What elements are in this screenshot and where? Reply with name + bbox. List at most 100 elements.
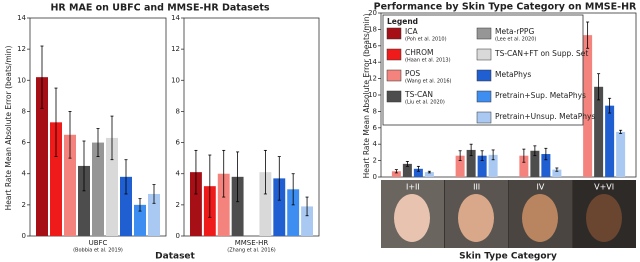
y-tick-label: 12 <box>368 75 377 83</box>
legend-citation: (Liu et al. 2020) <box>405 100 445 106</box>
legend-label: ICA <box>405 27 418 36</box>
bar <box>594 86 604 177</box>
bar <box>488 154 498 177</box>
y-tick-label: 14 <box>17 14 26 22</box>
legend-swatch <box>386 69 402 82</box>
bar <box>424 172 434 177</box>
y-tick-label: 20 <box>368 9 377 17</box>
y-tick-label: 4 <box>373 140 378 148</box>
legend-citation: (Poh et al. 2010) <box>405 37 447 43</box>
legend-label: TS-CAN <box>404 90 433 99</box>
legend-citation: (Lee et al. 2020) <box>495 37 536 43</box>
bar <box>190 172 202 236</box>
x-axis-label: Skin Type Category <box>459 252 557 262</box>
bar <box>217 173 230 236</box>
legend-swatch <box>476 111 492 124</box>
bar <box>78 165 90 236</box>
x-tick-label: III <box>473 183 480 192</box>
y-tick-label: 8 <box>373 107 377 115</box>
bar <box>301 206 313 236</box>
y-tick-label: 18 <box>368 25 377 33</box>
legend-swatch <box>386 48 402 61</box>
y-axis-label: Heart Rate Mean Absolute Error (beats/mi… <box>4 46 13 211</box>
chart-title: Performance by Skin Type Category on MMS… <box>374 2 637 13</box>
legend-label: CHROM <box>405 48 433 57</box>
legend-label: MetaPhys <box>495 70 531 79</box>
bar <box>519 155 529 177</box>
y-tick-label: 0 <box>373 173 377 181</box>
y-tick-label: 12 <box>171 45 180 53</box>
legend-label: Meta-rPPG <box>495 27 534 36</box>
bar <box>455 155 465 177</box>
y-tick-label: 2 <box>373 157 377 165</box>
legend-citation: (Wang et al. 2016) <box>405 79 452 85</box>
bar <box>287 189 300 236</box>
legend-swatch <box>386 27 402 40</box>
x-tick-label: MMSE-HR <box>235 239 269 247</box>
bar <box>583 35 593 177</box>
bar <box>616 131 626 177</box>
bar <box>391 171 401 177</box>
y-axis-label: Heart Rate Mean Absolute Error (beats/mi… <box>362 14 371 179</box>
y-tick-label: 10 <box>171 76 180 84</box>
y-tick-label: 8 <box>176 107 180 115</box>
bar <box>541 154 551 177</box>
bar <box>36 77 48 237</box>
legend-label: Pretrain+Sup. MetaPhys <box>495 91 586 100</box>
bar <box>134 204 146 236</box>
y-tick-label: 10 <box>368 91 377 99</box>
bar <box>605 105 615 177</box>
bar <box>50 122 62 236</box>
chart-title: HR MAE on UBFC and MMSE-HR Datasets <box>50 3 269 14</box>
y-tick-label: 6 <box>22 139 27 147</box>
bar <box>402 163 412 177</box>
legend-swatch <box>476 90 492 103</box>
bar <box>530 150 540 177</box>
legend-swatch <box>476 48 492 61</box>
legend-title: Legend <box>387 17 418 26</box>
category-note: (Bobbia et al. 2019) <box>73 248 123 254</box>
y-tick-label: 10 <box>17 76 26 84</box>
bar <box>466 149 476 177</box>
y-tick-label: 14 <box>368 58 377 66</box>
bar <box>231 176 244 236</box>
x-axis-label: Dataset <box>155 252 195 262</box>
legend-swatch <box>476 69 492 82</box>
y-tick-label: 16 <box>368 42 377 50</box>
bar <box>92 142 104 236</box>
y-tick-label: 4 <box>176 170 181 178</box>
y-tick-label: 2 <box>176 201 180 209</box>
plot-area <box>183 17 320 237</box>
bar <box>64 134 76 236</box>
bar <box>259 172 272 236</box>
bar <box>552 169 562 177</box>
x-tick-label: UBFC <box>89 239 108 247</box>
face-images <box>381 180 636 248</box>
bar <box>273 178 286 236</box>
legend-label: POS <box>405 69 420 78</box>
bar <box>477 155 487 177</box>
bar <box>148 193 160 236</box>
bar <box>106 137 118 236</box>
y-tick-label: 0 <box>22 232 26 240</box>
y-tick-label: 8 <box>22 107 26 115</box>
legend-label: TS-CAN+FT on Supp. Set <box>494 49 588 58</box>
category-note: (Zhang et al. 2016) <box>227 248 276 254</box>
x-tick-label: I+II <box>406 183 420 192</box>
y-tick-label: 4 <box>22 170 27 178</box>
y-tick-label: 14 <box>171 14 180 22</box>
x-tick-label: V+VI <box>594 183 614 192</box>
bar <box>413 168 423 177</box>
legend-citation: (Haan et al. 2013) <box>405 58 451 64</box>
bar <box>120 176 132 236</box>
y-tick-label: 6 <box>176 139 181 147</box>
legend-swatch <box>386 90 402 103</box>
y-tick-label: 6 <box>373 124 378 132</box>
y-tick-label: 2 <box>22 201 26 209</box>
y-tick-label: 0 <box>176 232 180 240</box>
legend-swatch <box>476 27 492 40</box>
legend-label: Pretrain+Unsup. MetaPhys <box>495 112 595 121</box>
x-tick-label: IV <box>536 183 544 192</box>
y-tick-label: 12 <box>17 45 26 53</box>
